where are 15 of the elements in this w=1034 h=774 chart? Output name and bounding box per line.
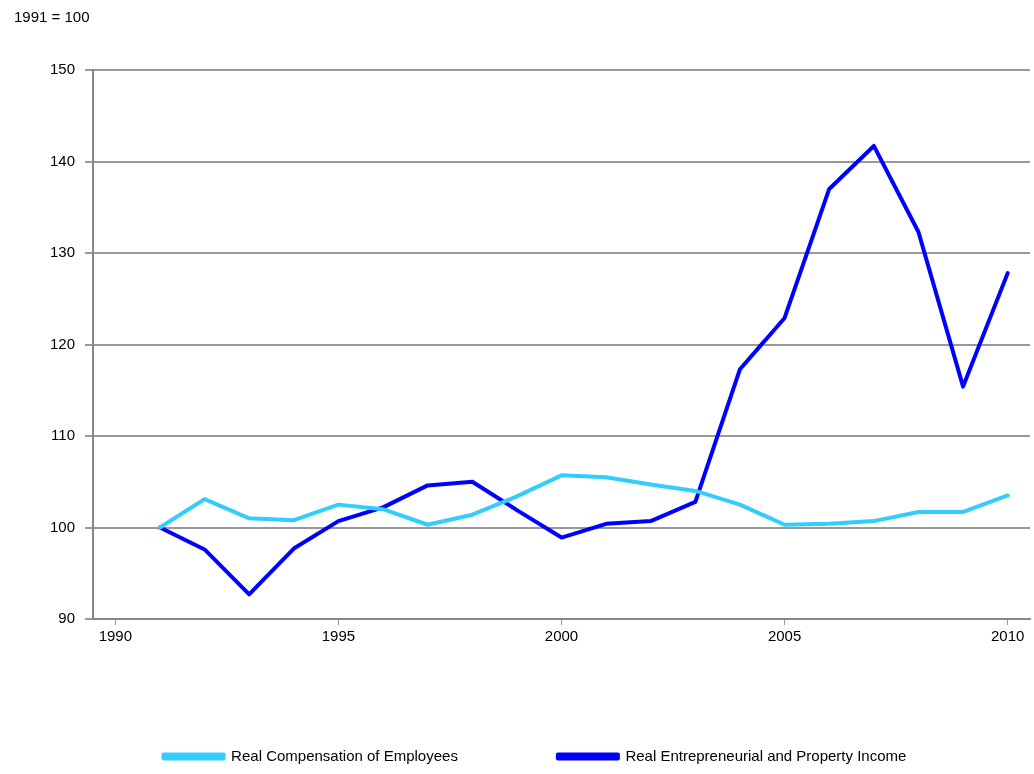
- y-tick-label: 100: [50, 517, 76, 535]
- legend-label: Real Compensation of Employees: [231, 746, 458, 764]
- y-axis-title: 1991 = 100: [14, 8, 90, 25]
- y-tick-label: 120: [50, 334, 76, 352]
- y-tick-label: 140: [50, 151, 76, 169]
- x-tick-label: 1990: [98, 627, 133, 645]
- x-tick-label: 2000: [544, 627, 579, 645]
- y-tick-label: 110: [51, 426, 76, 444]
- x-tick-label: 1995: [321, 627, 356, 645]
- y-tick-label: 130: [50, 243, 76, 261]
- y-tick-label: 90: [58, 609, 76, 627]
- x-tick-label: 2010: [991, 627, 1025, 645]
- y-tick-label: 150: [50, 60, 76, 78]
- legend-label: Real Entrepreneurial and Property Income: [625, 746, 907, 764]
- x-tick-label: 2005: [767, 627, 802, 645]
